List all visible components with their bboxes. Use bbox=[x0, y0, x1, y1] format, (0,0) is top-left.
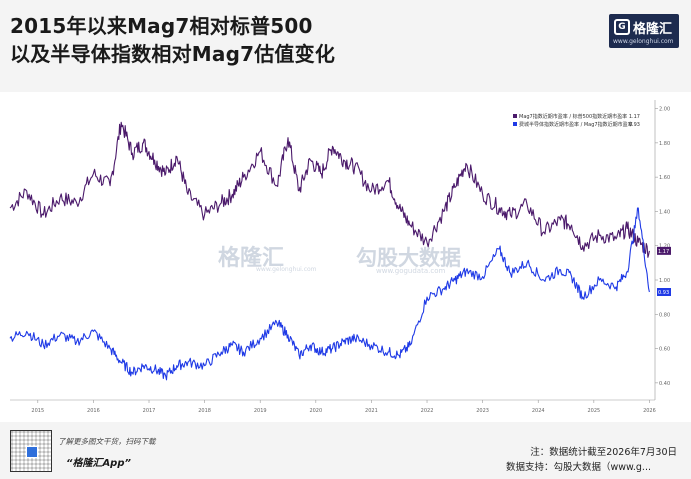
legend-swatch-1 bbox=[513, 114, 517, 118]
watermark-brand: 格隆汇 bbox=[218, 246, 285, 271]
y-tick-label: 1.40 bbox=[659, 209, 670, 215]
y-tick-label: 0.60 bbox=[659, 347, 670, 353]
x-tick-label: 2026 bbox=[643, 408, 656, 414]
brand-logo: G 格隆汇 www.gelonghui.com bbox=[609, 14, 679, 48]
x-tick-label: 2024 bbox=[532, 408, 545, 414]
x-tick-label: 2016 bbox=[87, 408, 100, 414]
last-value-label-1: 1.17 bbox=[658, 249, 669, 255]
x-tick-label: 2015 bbox=[31, 408, 44, 414]
data-note: 注：数据统计截至2026年7月30日 bbox=[530, 447, 677, 458]
watermark-brand-url: www.gelonghui.com bbox=[256, 266, 317, 273]
x-tick-label: 2025 bbox=[587, 408, 600, 414]
y-tick-label: 0.80 bbox=[659, 312, 670, 318]
y-tick-label: 1.60 bbox=[659, 175, 670, 181]
x-tick-label: 2021 bbox=[365, 408, 378, 414]
data-source: 数据支持：勾股大数据（www.g... bbox=[505, 462, 651, 473]
x-tick-label: 2023 bbox=[476, 408, 489, 414]
brand-name: 格隆汇 bbox=[633, 22, 673, 37]
footer: 了解更多图文干货，扫码下载 “格隆汇App” 注：数据统计截至2026年7月30… bbox=[0, 426, 691, 479]
series-line-1 bbox=[9, 121, 650, 258]
chart-area: 2015 2016 2017 2018 2019 2020 2021 2022 2023 2024… bbox=[0, 92, 691, 422]
x-tick-label: 2018 bbox=[198, 408, 211, 414]
brand-g-icon: G bbox=[614, 19, 630, 35]
last-value-label-2: 0.93 bbox=[658, 290, 669, 296]
line-chart: 2015 2016 2017 2018 2019 2020 2021 2022 2023 2024… bbox=[9, 100, 671, 414]
x-tick-label: 2017 bbox=[143, 408, 156, 414]
y-tick-label: 1.20 bbox=[659, 244, 670, 250]
app-name: “格隆汇App” bbox=[66, 458, 131, 469]
x-tick-label: 2022 bbox=[421, 408, 434, 414]
y-tick-label: 2.00 bbox=[659, 107, 670, 113]
watermark-brand-2: 勾股大数据 bbox=[356, 246, 461, 270]
x-tick-label: 2019 bbox=[254, 408, 267, 414]
x-tick-label: 2020 bbox=[309, 408, 322, 414]
brand-url: www.gelonghui.com bbox=[613, 38, 674, 45]
watermark-brand-2-url: www.gogudata.com bbox=[376, 267, 446, 275]
legend-value-2: 0.93 bbox=[629, 122, 640, 128]
legend-label-1: Mag7指数近期市盈率 / 标普500指数近期市盈率 bbox=[519, 113, 627, 120]
last-value-marker-2 bbox=[657, 288, 671, 296]
series-line-2 bbox=[9, 207, 650, 381]
legend-value-1: 1.17 bbox=[629, 114, 640, 120]
qr-code-icon[interactable] bbox=[10, 430, 52, 472]
title-line-1: 2015年以来Mag7相对标普500 bbox=[10, 14, 313, 38]
legend-swatch-2 bbox=[513, 122, 517, 126]
download-hint: 了解更多图文干货，扫码下载 bbox=[58, 437, 156, 446]
y-tick-label: 1.80 bbox=[659, 141, 670, 147]
last-value-marker-1 bbox=[657, 246, 671, 255]
y-tick-label: 1.00 bbox=[659, 278, 670, 284]
qr-logo-icon bbox=[26, 446, 38, 458]
title-line-2: 以及半导体指数相对Mag7估值变化 bbox=[10, 42, 336, 66]
y-tick-label: 0.40 bbox=[659, 381, 670, 387]
legend-label-2: 费城半导体指数近期市盈率 / Mag7指数近期市盈率 bbox=[519, 121, 633, 128]
